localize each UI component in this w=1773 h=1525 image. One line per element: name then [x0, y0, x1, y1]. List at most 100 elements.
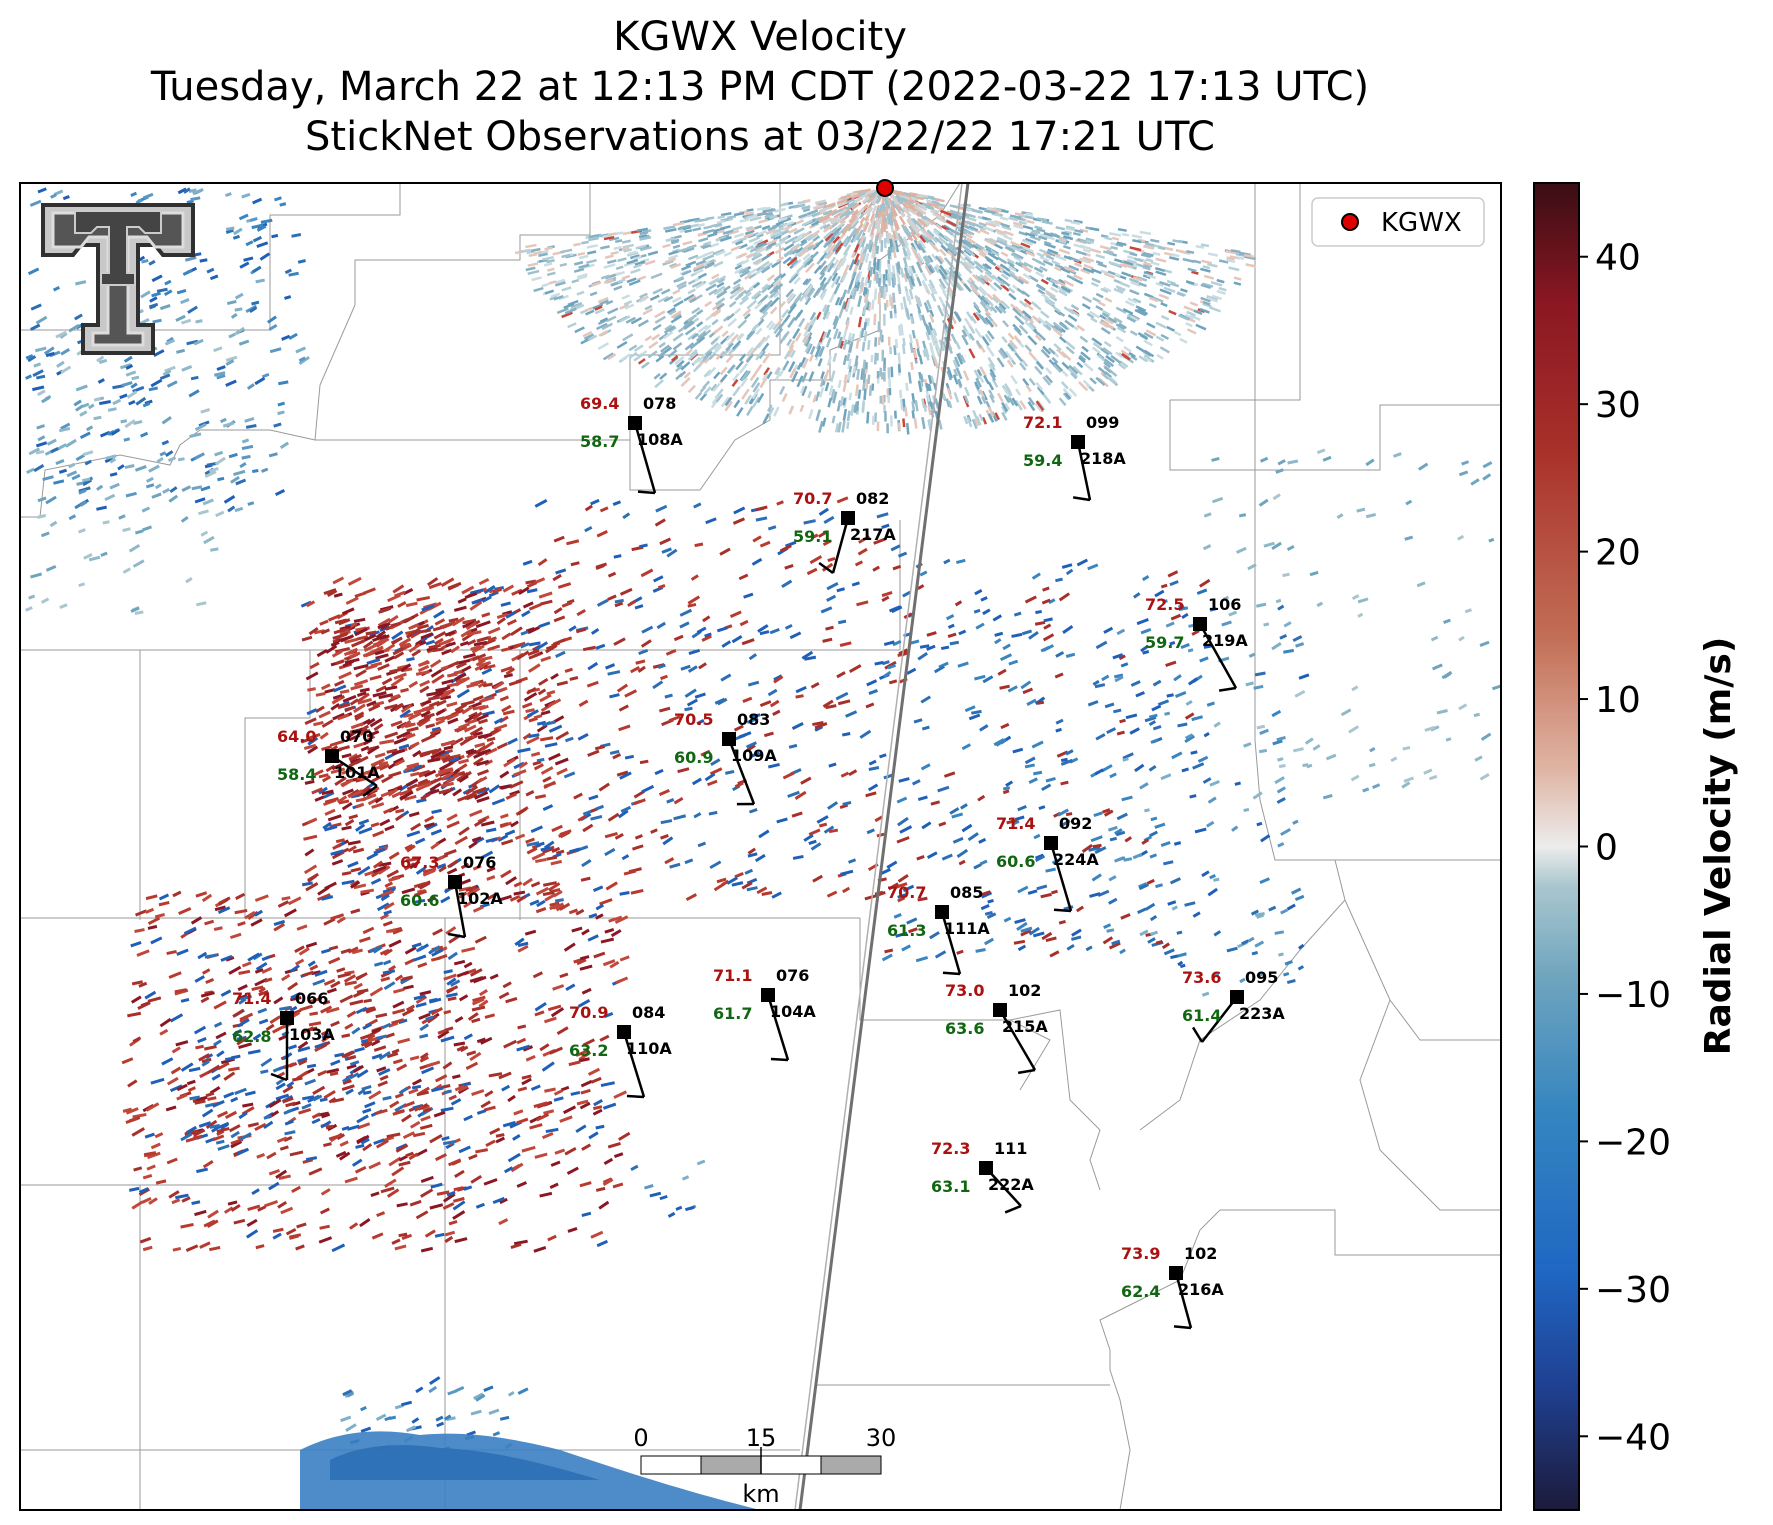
- velocity-gate: [888, 387, 892, 396]
- velocity-gate: [908, 288, 914, 300]
- velocity-gate: [1027, 396, 1036, 406]
- velocity-gate: [961, 329, 968, 338]
- velocity-gate: [876, 353, 879, 361]
- velocity-gate: [1166, 325, 1176, 332]
- velocity-gate: [888, 278, 891, 286]
- velocity-gate: [968, 348, 976, 359]
- velocity-gate: [1140, 253, 1152, 259]
- velocity-gate: [606, 315, 617, 323]
- velocity-gate: [610, 250, 619, 256]
- velocity-gate: [1129, 330, 1138, 337]
- velocity-gate: [1176, 291, 1185, 297]
- title-line-3: StickNet Observations at 03/22/22 17:21 …: [305, 114, 1215, 160]
- velocity-gate: [913, 239, 922, 251]
- velocity-gate: [984, 312, 995, 323]
- velocity-gate: [712, 309, 722, 318]
- velocity-gate: [1009, 339, 1018, 350]
- velocity-gate: [935, 198, 945, 203]
- velocity-gate: [987, 363, 996, 374]
- velocity-gate: [657, 295, 670, 304]
- velocity-gate: [1186, 310, 1197, 317]
- velocity-gate: [850, 333, 856, 344]
- velocity-gate: [982, 263, 990, 270]
- velocity-gate: [972, 301, 980, 310]
- velocity-gate: [694, 268, 704, 275]
- velocity-gate: [996, 357, 1005, 368]
- velocity-gate: [616, 340, 628, 349]
- velocity-gate: [898, 215, 906, 226]
- velocity-gate: [589, 291, 598, 297]
- velocity-gate: [889, 310, 893, 319]
- velocity-gate: [979, 274, 989, 283]
- title-line-2: Tuesday, March 22 at 12:13 PM CDT (2022-…: [150, 64, 1370, 110]
- velocity-gate: [1053, 343, 1062, 352]
- velocity-gate: [683, 371, 691, 379]
- velocity-gate: [863, 330, 868, 342]
- velocity-gate: [1128, 277, 1140, 284]
- velocity-gate: [664, 228, 677, 233]
- velocity-gate: [649, 294, 660, 301]
- velocity-gate: [585, 309, 595, 316]
- velocity-gate: [983, 274, 993, 283]
- velocity-gate: [679, 228, 688, 233]
- map-frame-background: [20, 183, 1501, 1510]
- velocity-gate: [831, 272, 839, 282]
- velocity-gate: [870, 354, 874, 363]
- velocity-gate: [630, 254, 640, 260]
- velocity-gate: [854, 384, 859, 397]
- velocity-gate: [884, 221, 888, 229]
- velocity-gate: [853, 253, 860, 265]
- velocity-gate: [884, 411, 887, 422]
- velocity-gate: [774, 246, 785, 255]
- velocity-gate: [971, 273, 981, 282]
- velocity-gate: [774, 207, 786, 213]
- velocity-gate: [1067, 367, 1079, 378]
- velocity-gate: [842, 339, 848, 350]
- velocity-gate: [825, 311, 831, 320]
- velocity-gate: [890, 366, 894, 378]
- velocity-gate: [753, 292, 762, 301]
- velocity-gate: [896, 263, 901, 275]
- velocity-gate: [882, 203, 885, 212]
- velocity-gate: [614, 239, 623, 244]
- velocity-gate: [992, 242, 1004, 250]
- velocity-gate: [1022, 378, 1030, 387]
- velocity-gate: [885, 300, 889, 308]
- velocity-gate: [921, 416, 926, 430]
- velocity-gate: [889, 415, 893, 427]
- velocity-gate: [1120, 349, 1131, 358]
- velocity-gate: [804, 278, 812, 286]
- velocity-gate: [769, 306, 778, 315]
- velocity-gate: [1034, 225, 1043, 230]
- velocity-gate: [915, 338, 920, 350]
- velocity-gate: [876, 421, 880, 432]
- velocity-gate: [879, 329, 883, 341]
- velocity-gate: [1070, 220, 1081, 226]
- velocity-gate: [911, 393, 916, 404]
- velocity-gate: [902, 296, 908, 309]
- velocity-gate: [871, 415, 875, 425]
- velocity-gate: [676, 360, 685, 368]
- velocity-gate: [876, 370, 880, 379]
- county-boundaries: [20, 183, 1501, 1510]
- velocity-gate: [792, 327, 801, 340]
- velocity-gate: [879, 367, 883, 377]
- velocity-gate: [1155, 335, 1165, 342]
- velocity-gate: [998, 302, 1007, 311]
- velocity-gate: [907, 372, 912, 384]
- velocity-gate: [1175, 249, 1187, 254]
- velocity-gate: [647, 250, 659, 256]
- velocity-gate: [1002, 319, 1010, 328]
- velocity-gate: [992, 293, 1003, 304]
- velocity-gate: [826, 275, 833, 284]
- velocity-gate: [554, 278, 566, 285]
- velocity-gate: [938, 296, 945, 306]
- velocity-gate: [989, 362, 996, 371]
- velocity-gate: [884, 286, 887, 297]
- velocity-gate: [1028, 274, 1039, 283]
- velocity-gate: [756, 206, 768, 211]
- velocity-gate: [644, 304, 653, 311]
- velocity-gate: [825, 329, 832, 339]
- velocity-gate: [996, 256, 1008, 265]
- velocity-gate: [883, 313, 886, 326]
